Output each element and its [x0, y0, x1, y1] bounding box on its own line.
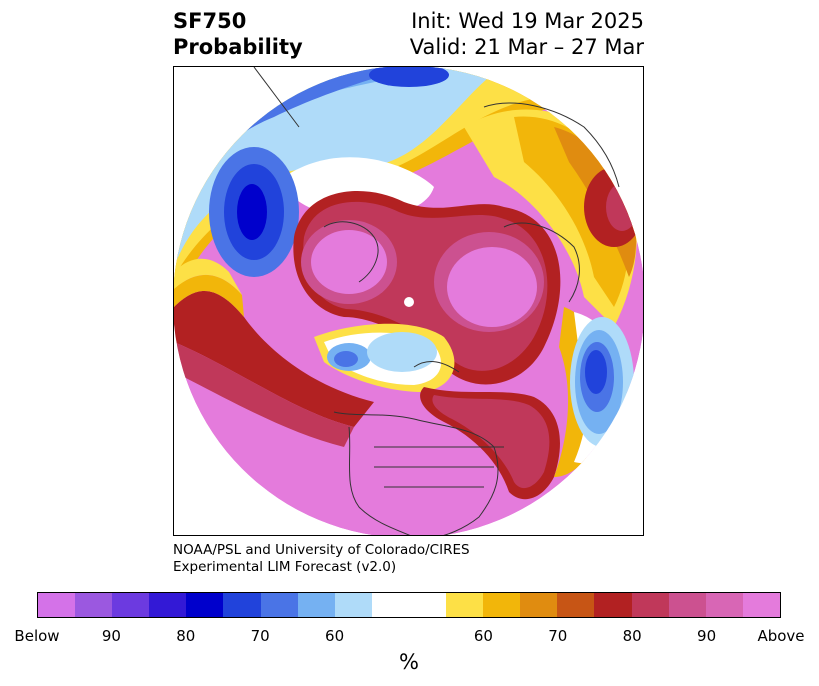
pole-marker: [404, 297, 414, 307]
title-variable: SF750: [173, 9, 247, 33]
credit-text: NOAA/PSL and University of Colorado/CIRE…: [173, 542, 470, 576]
colorbar-tick-label: 80: [176, 627, 196, 645]
valid-range: Valid: 21 Mar – 27 Mar: [409, 35, 644, 59]
colorbar-segment: [446, 593, 484, 617]
colorbar-tick-label: 60: [325, 627, 345, 645]
title-left: SF750 Probability: [173, 8, 303, 60]
colorbar-unit: %: [399, 650, 419, 674]
colorbar-segment: [557, 593, 595, 617]
credit-line-1: NOAA/PSL and University of Colorado/CIRE…: [173, 542, 470, 558]
colorbar-segment: [742, 593, 780, 617]
colorbar-segment: [408, 593, 447, 617]
colorbar-segment: [223, 593, 261, 617]
colorbar-segment: [371, 593, 409, 617]
colorbar-segment: [149, 593, 187, 617]
colorbar-segment: [594, 593, 632, 617]
init-date: Init: Wed 19 Mar 2025: [411, 9, 644, 33]
colorbar-tick-label: 70: [548, 627, 568, 645]
colorbar-segment: [297, 593, 335, 617]
colorbar-tick-label: Below: [14, 627, 60, 645]
colorbar-tick-label: 80: [622, 627, 642, 645]
probability-map: [173, 66, 644, 536]
credit-line-2: Experimental LIM Forecast (v2.0): [173, 559, 397, 575]
colorbar-tick-label: 70: [250, 627, 270, 645]
colorbar-segment: [186, 593, 224, 617]
colorbar-segment: [520, 593, 558, 617]
colorbar-segment: [75, 593, 113, 617]
colorbar-segment: [38, 593, 76, 617]
title-type: Probability: [173, 35, 303, 59]
colorbar-segment: [260, 593, 298, 617]
map-svg: [174, 67, 643, 535]
colorbar-segment: [334, 593, 372, 617]
colorbar-segment: [668, 593, 706, 617]
colorbar-segment: [631, 593, 669, 617]
coastlines: [253, 67, 620, 535]
colorbar-segment: [483, 593, 521, 617]
colorbar-tick-label: 90: [697, 627, 717, 645]
colorbar-tick-label: 90: [101, 627, 121, 645]
colorbar-tick-label: Above: [757, 627, 805, 645]
colorbar-segment: [705, 593, 743, 617]
colorbar: [37, 592, 781, 618]
colorbar-tick-label: 60: [473, 627, 493, 645]
title-right: Init: Wed 19 Mar 2025 Valid: 21 Mar – 27…: [410, 8, 644, 60]
colorbar-segment: [112, 593, 150, 617]
